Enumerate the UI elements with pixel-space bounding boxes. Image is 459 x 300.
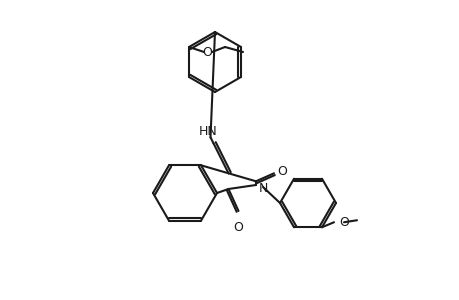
Text: O: O	[276, 165, 286, 178]
Text: O: O	[338, 216, 348, 229]
Text: O: O	[202, 46, 212, 59]
Text: HN: HN	[199, 125, 218, 138]
Text: O: O	[233, 221, 243, 234]
Text: N: N	[258, 182, 268, 194]
